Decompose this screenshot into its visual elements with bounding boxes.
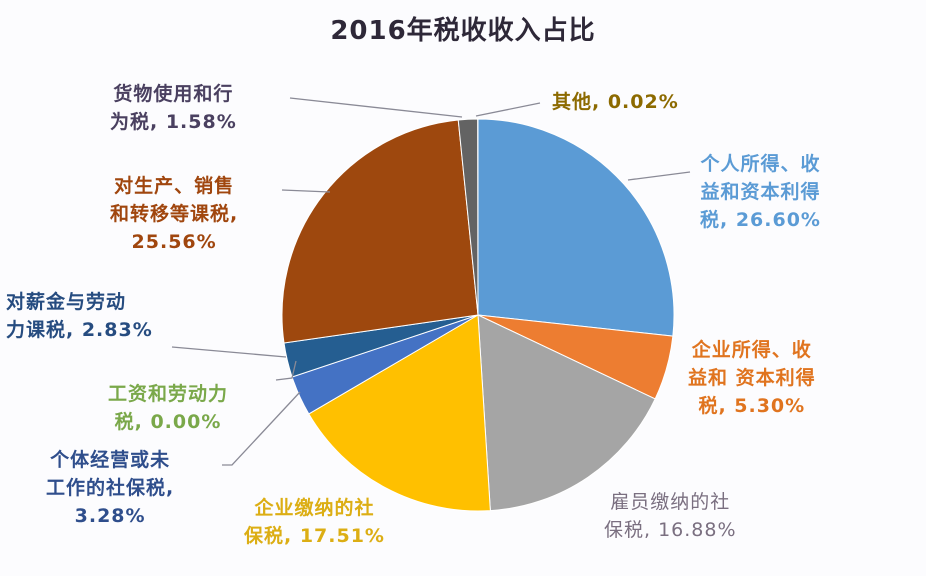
leader-line-selfemp <box>222 391 301 466</box>
leader-line-payroll <box>275 360 297 381</box>
leader-lines <box>171 97 691 466</box>
label-line: 25.56% <box>131 231 217 253</box>
label-line: 税, 26.60% <box>700 209 821 231</box>
label-production: 对生产、销售 和转移等课税, 25.56% <box>110 172 238 256</box>
label-line: 工作的社保税, <box>46 477 175 499</box>
leader-line-wage-tax <box>171 346 287 358</box>
label-line: 对薪金与劳动 <box>6 291 127 313</box>
pie-slices <box>281 118 675 512</box>
label-line: 雇员缴纳的社 <box>610 491 731 513</box>
label-line: 3.28% <box>74 505 146 527</box>
label-line: 益和资本利得 <box>700 181 821 203</box>
label-corporate: 企业所得、收 益和 资本利得 税, 5.30% <box>688 336 816 420</box>
label-line: 其他, 0.02% <box>552 91 679 113</box>
leader-line-production <box>281 189 331 193</box>
chart-title: 2016年税收收入占比 <box>330 16 596 46</box>
label-payroll: 工资和劳动力 税, 0.00% <box>108 380 228 436</box>
label-personal: 个人所得、收 益和资本利得 税, 26.60% <box>700 150 821 234</box>
pie-slice <box>308 314 491 512</box>
label-line: 力课税, 2.83% <box>6 319 153 341</box>
label-selfemp: 个体经营或未 工作的社保税, 3.28% <box>46 446 174 530</box>
label-line: 和转移等课税, <box>110 203 239 225</box>
label-line: 个人所得、收 <box>700 153 821 175</box>
label-line: 个体经营或未 <box>50 449 171 471</box>
label-other: 其他, 0.02% <box>552 88 679 116</box>
label-line: 企业缴纳的社 <box>254 497 375 519</box>
label-line: 工资和劳动力 <box>108 383 229 405</box>
label-employer-ss: 企业缴纳的社 保税, 17.51% <box>244 494 385 550</box>
label-line: 保税, 17.51% <box>244 525 385 547</box>
label-line: 企业所得、收 <box>691 339 812 361</box>
leader-line-other <box>475 102 541 117</box>
leader-line-personal <box>627 171 691 181</box>
label-wage-tax: 对薪金与劳动 力课税, 2.83% <box>6 288 153 344</box>
pie-slice <box>477 118 675 337</box>
label-line: 保税, 16.88% <box>604 519 737 541</box>
pie-slice <box>281 119 479 344</box>
label-line: 货物使用和行 <box>113 83 234 105</box>
label-line: 税, 0.00% <box>114 411 222 433</box>
label-goods-use: 货物使用和行 为税, 1.58% <box>110 80 237 136</box>
pie-slice <box>477 314 656 512</box>
label-line: 为税, 1.58% <box>110 111 237 133</box>
label-employee-ss: 雇员缴纳的社 保税, 16.88% <box>604 488 737 544</box>
leader-line-goods-use <box>289 97 463 118</box>
label-line: 益和 资本利得 <box>688 367 816 389</box>
label-line: 税, 5.30% <box>698 395 806 417</box>
label-line: 对生产、销售 <box>114 175 235 197</box>
